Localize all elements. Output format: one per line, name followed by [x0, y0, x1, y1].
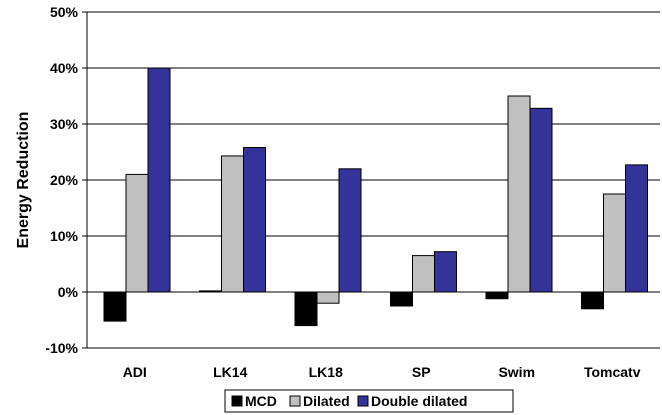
bar-mcd-tomcatv: [581, 291, 604, 310]
x-tick-label: Swim: [498, 364, 535, 380]
bar-double-dilated-lk14: [243, 147, 266, 293]
legend-swatch: [357, 395, 369, 407]
legend-label: MCD: [245, 393, 277, 409]
bar-double-dilated-tomcatv: [625, 164, 648, 293]
legend: MCD Dilated Double dilated: [224, 389, 514, 413]
y-tick-label: -10%: [45, 340, 78, 356]
bar-mcd-lk18: [294, 291, 318, 327]
x-tick-label: Tomcatv: [584, 364, 641, 380]
legend-label: Dilated: [303, 393, 350, 409]
y-tick-label: 40%: [50, 60, 79, 76]
y-tick-label: 30%: [50, 116, 79, 132]
bar-double-dilated-swim: [529, 107, 553, 293]
bar-double-dilated-lk18: [338, 168, 362, 293]
y-tick-labels: -10% 0% 10% 20% 30% 40% 50%: [45, 4, 87, 356]
y-tick-label: 50%: [50, 4, 79, 20]
bar-dilated-lk18: [316, 291, 340, 304]
bar-dilated-lk14: [221, 155, 244, 293]
legend-swatch: [289, 395, 301, 407]
x-tick-label: ADI: [123, 364, 147, 380]
bar-mcd-adi: [103, 291, 127, 322]
bar-dilated-tomcatv: [603, 193, 626, 293]
bar-mcd-sp: [390, 291, 413, 307]
bar-dilated-sp: [412, 255, 435, 293]
bar-dilated-adi: [125, 173, 149, 293]
x-tick-label: LK18: [309, 364, 343, 380]
y-tick-label: 0%: [58, 284, 79, 300]
bar-dilated-swim: [507, 95, 531, 293]
y-axis-label: Energy Reduction: [15, 112, 32, 249]
x-tick-label: SP: [412, 364, 431, 380]
bar-mcd-swim: [485, 291, 509, 300]
legend-label: Double dilated: [371, 393, 467, 409]
gridlines: [87, 11, 660, 349]
y-tick-label: 20%: [50, 172, 79, 188]
bar-double-dilated-sp: [434, 251, 457, 293]
y-tick-label: 10%: [50, 228, 79, 244]
legend-swatch: [231, 395, 243, 407]
x-tick-labels: ADI LK14 LK18 SP Swim Tomcatv: [123, 364, 641, 380]
x-tick-label: LK14: [213, 364, 247, 380]
bars: [103, 67, 648, 327]
bar-double-dilated-adi: [147, 67, 171, 293]
